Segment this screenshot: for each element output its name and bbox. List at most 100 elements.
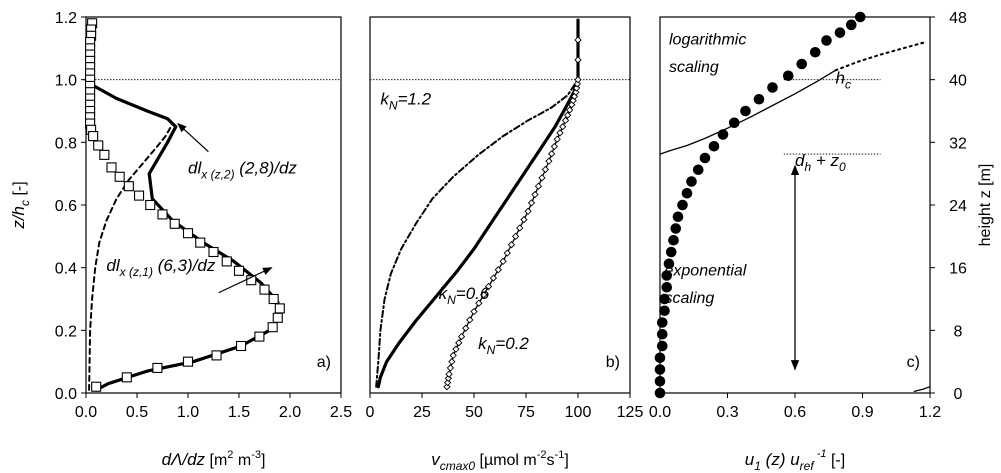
data-point [182,356,194,367]
data-point [661,270,673,281]
data-point [182,228,194,239]
data-point [233,265,245,276]
data-point [663,258,675,270]
series-line [913,386,931,393]
data-point [452,345,460,353]
data-point [443,383,451,391]
data-point [268,293,279,305]
series-line [376,18,580,389]
data-point [656,340,668,352]
data-point [527,199,536,207]
data-point [728,117,740,129]
y-tick-label: 24 [949,198,967,215]
y-tick-label: 0.8 [55,135,77,152]
plot-frame [85,16,342,394]
data-point [507,241,516,249]
annotation: dh + z0 [795,151,846,174]
data-point [503,249,511,257]
x-tick-label: 125 [617,404,644,421]
data-point [656,328,668,340]
data-point [259,284,270,295]
annotation-arrow [218,267,273,294]
x-tick-label: 0.6 [784,404,806,421]
data-point [553,135,561,143]
data-point [499,257,507,266]
plot-frame [369,16,631,394]
data-point [568,101,576,109]
series-line [84,78,282,392]
x-axis-label: u1 (z) uref -1 [-] [745,448,845,473]
data-point [845,19,857,31]
annotation: dlx (z,1) (6,3)/dz [106,256,215,279]
data-point [157,209,168,220]
data-point [211,350,222,361]
x-tick-label: 1.2 [919,404,941,421]
annotation: dlx (z,2) (2,8)/dz [188,159,297,182]
data-point [573,80,581,88]
data-point [563,111,572,119]
data-point [574,76,582,84]
data-point [254,331,265,342]
data-point [654,364,666,375]
y-tick-label: 1.2 [55,10,77,27]
data-point [272,312,283,323]
annotation: hc [836,69,851,92]
data-point [809,46,821,58]
x-tick-label: 0 [366,404,375,421]
y-tick-label: 0 [954,386,963,403]
data-point [88,131,99,142]
x-tick-label: 0.9 [851,404,873,421]
data-point [654,375,666,387]
y-tick-label: 16 [949,261,967,278]
data-point [123,181,134,192]
panel-label: c) [907,354,920,371]
data-point [99,149,110,160]
annotation-arrow [177,122,209,153]
data-point [114,171,125,182]
data-point [538,174,546,182]
data-point [221,256,232,267]
data-point [665,246,677,258]
annotation: scaling [669,59,719,76]
y-tick-label: 0.0 [55,386,77,403]
data-point [767,82,778,93]
data-point [561,116,570,125]
data-point [574,56,582,64]
data-point [93,140,104,151]
series-line [834,41,927,72]
data-point [556,129,564,137]
data-point [475,299,483,307]
x-tick-label: 0.0 [75,404,97,421]
data-point [455,339,463,347]
data-point [782,70,794,82]
data-point [699,152,711,164]
x-tick-label: 0.0 [649,404,671,421]
x-tick-label: 2.0 [279,404,301,421]
data-point [531,190,539,199]
data-point [235,340,247,352]
data-point [545,157,553,165]
data-point [541,165,550,174]
annotation: exponential [665,263,747,280]
x-tick-label: 1.0 [177,404,199,421]
annotation: kN=0.6 [439,284,490,307]
panel-c: 0.0 0.3 0.6 0.9 1.2 0 8 16 24 32 40 48 c) logarithmic… [649,10,994,473]
x-axis-label: vcmax0 [µmol m-2s-1] [431,449,569,473]
data-point [534,182,543,190]
y-tick-label: 32 [949,135,967,152]
data-point [152,362,163,373]
data-point [668,234,679,246]
data-point [574,36,582,44]
data-point [569,96,577,105]
data-point [524,207,532,215]
data-point [267,322,278,333]
data-point [821,35,832,46]
series-line [375,19,579,388]
annotation: scaling [665,290,715,307]
data-point [444,374,452,383]
data-point [489,274,498,282]
data-point [446,364,455,372]
data-point [169,218,180,229]
data-point [686,176,697,187]
